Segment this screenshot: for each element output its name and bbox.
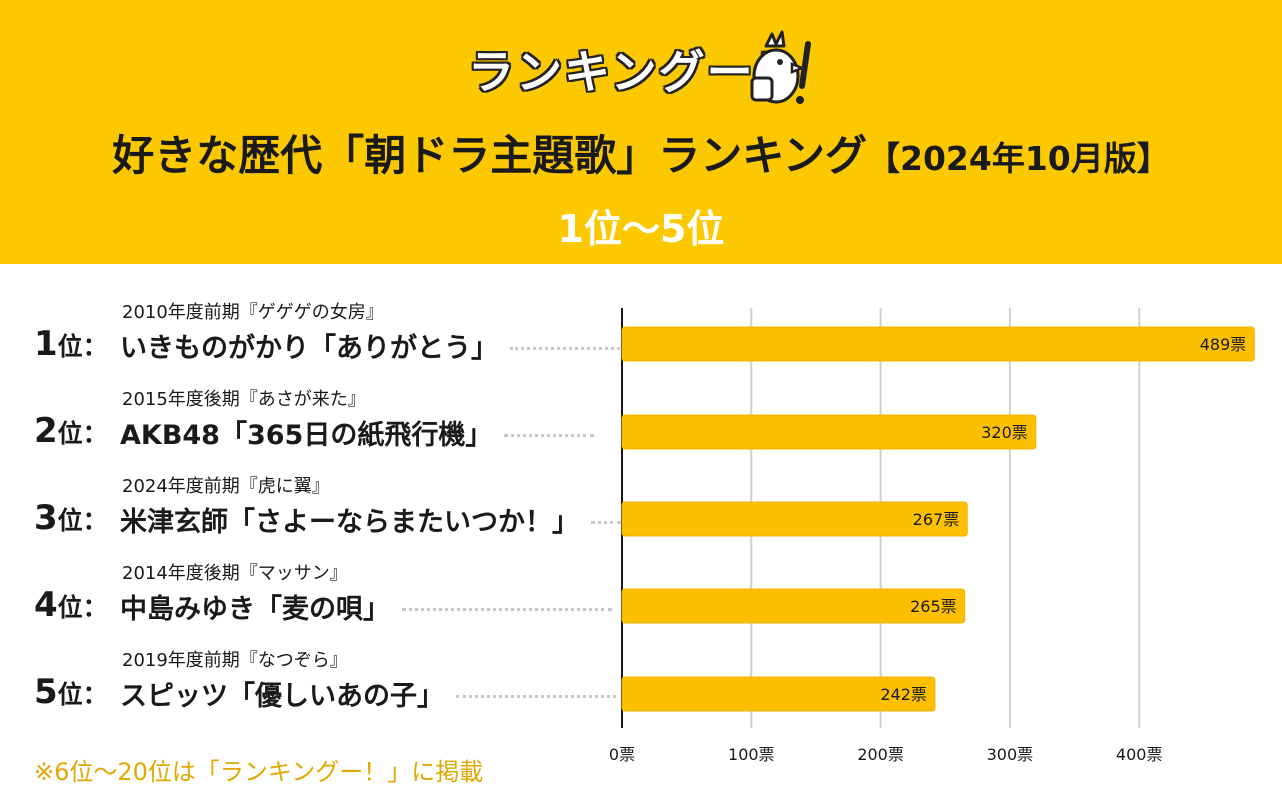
ranking-position: 2位： [34, 411, 108, 451]
rank-suffix: 位： [57, 680, 108, 709]
x-tick-label: 300票 [987, 745, 1034, 764]
x-tick-label: 400票 [1116, 745, 1163, 764]
leader-dots [456, 695, 616, 700]
page-title-edition: 【2024年10月版】 [866, 139, 1170, 178]
rank-suffix: 位： [57, 593, 108, 622]
page-title-main: 好きな歴代「朝ドラ主題歌」ランキング [112, 131, 867, 180]
leader-dots [504, 434, 595, 439]
ranking-row-3: 2024年度前期『虎に翼』 3位： 米津玄師「さよーならまたいつか！」 [0, 472, 621, 552]
chicken-thumbs-up-icon [750, 30, 811, 104]
ranking-period: 2015年度後期『あさが来た』 [122, 389, 366, 410]
song-title: AKB48「365日の紙飛行機」 [120, 420, 493, 451]
ranking-row-2: 2015年度後期『あさが来た』 2位： AKB48「365日の紙飛行機」 [0, 385, 610, 465]
ranking-row-1: 2010年度前期『ゲゲゲの女房』 1位： いきものがかり「ありがとう」 [0, 298, 620, 378]
bar-value-label: 265票 [910, 597, 957, 616]
rank-number: 3 [34, 498, 58, 538]
ranking-position: 5位： [34, 672, 108, 712]
x-tick-label: 200票 [857, 745, 904, 764]
rank-number: 2 [34, 411, 58, 451]
rank-number: 4 [34, 585, 58, 625]
bar-value-label: 242票 [880, 685, 927, 704]
ranking-song: AKB48「365日の紙飛行機」 [120, 413, 595, 452]
ranking-position: 3位： [34, 498, 108, 538]
leader-dots [402, 608, 612, 613]
page-title: 好きな歴代「朝ドラ主題歌」ランキング【2024年10月版】 [0, 122, 1282, 183]
x-tick-label: 100票 [728, 745, 775, 764]
ranking-position: 4位： [34, 585, 108, 625]
bar-3 [621, 501, 968, 537]
bar-2 [621, 414, 1037, 450]
leader-dots [510, 347, 620, 352]
logo-text: ランキングー！ [468, 45, 803, 99]
ranking-period: 2024年度前期『虎に翼』 [122, 476, 330, 497]
ranking-song: いきものがかり「ありがとう」 [120, 326, 620, 365]
x-tick-label: 0票 [609, 745, 635, 764]
ranking-row-4: 2014年度後期『マッサン』 4位： 中島みゆき「麦の唄」 [0, 559, 612, 639]
ranking-period: 2014年度後期『マッサン』 [122, 563, 348, 584]
song-title: 米津玄師「さよーならまたいつか！」 [120, 507, 579, 538]
ranking-period: 2019年度前期『なつぞら』 [122, 650, 348, 671]
header-banner: ランキングー！ 好きな歴代「朝ドラ主題歌」ランキング【2024年10月版】 1位… [0, 0, 1282, 264]
song-title: 中島みゆき「麦の唄」 [120, 594, 390, 625]
site-logo[interactable]: ランキングー！ [460, 22, 820, 112]
bar-value-label: 320票 [981, 423, 1028, 442]
bar-value-label: 489票 [1200, 335, 1247, 354]
rank-number: 5 [34, 672, 58, 712]
rank-suffix: 位： [57, 332, 108, 361]
song-title: スピッツ「優しいあの子」 [120, 681, 444, 712]
bar-4 [621, 588, 966, 624]
bar-value-label: 267票 [913, 510, 960, 529]
ranking-song: 米津玄師「さよーならまたいつか！」 [120, 500, 621, 539]
bar-1 [621, 326, 1255, 362]
rank-suffix: 位： [57, 506, 108, 535]
song-title: いきものがかり「ありがとう」 [120, 333, 498, 364]
ranking-period: 2010年度前期『ゲゲゲの女房』 [122, 302, 384, 323]
ranking-position: 1位： [34, 324, 108, 364]
ranking-song: 中島みゆき「麦の唄」 [120, 587, 612, 626]
ranking-song: スピッツ「優しいあの子」 [120, 674, 616, 713]
rank-number: 1 [34, 324, 58, 364]
page-subtitle: 1位〜5位 [557, 207, 725, 251]
footnote: ※6位〜20位は「ランキングー！」に掲載 [34, 758, 484, 786]
leader-dots [591, 521, 621, 526]
ranking-row-5: 2019年度前期『なつぞら』 5位： スピッツ「優しいあの子」 [0, 646, 616, 726]
bar-5 [621, 676, 936, 712]
rank-suffix: 位： [57, 419, 108, 448]
